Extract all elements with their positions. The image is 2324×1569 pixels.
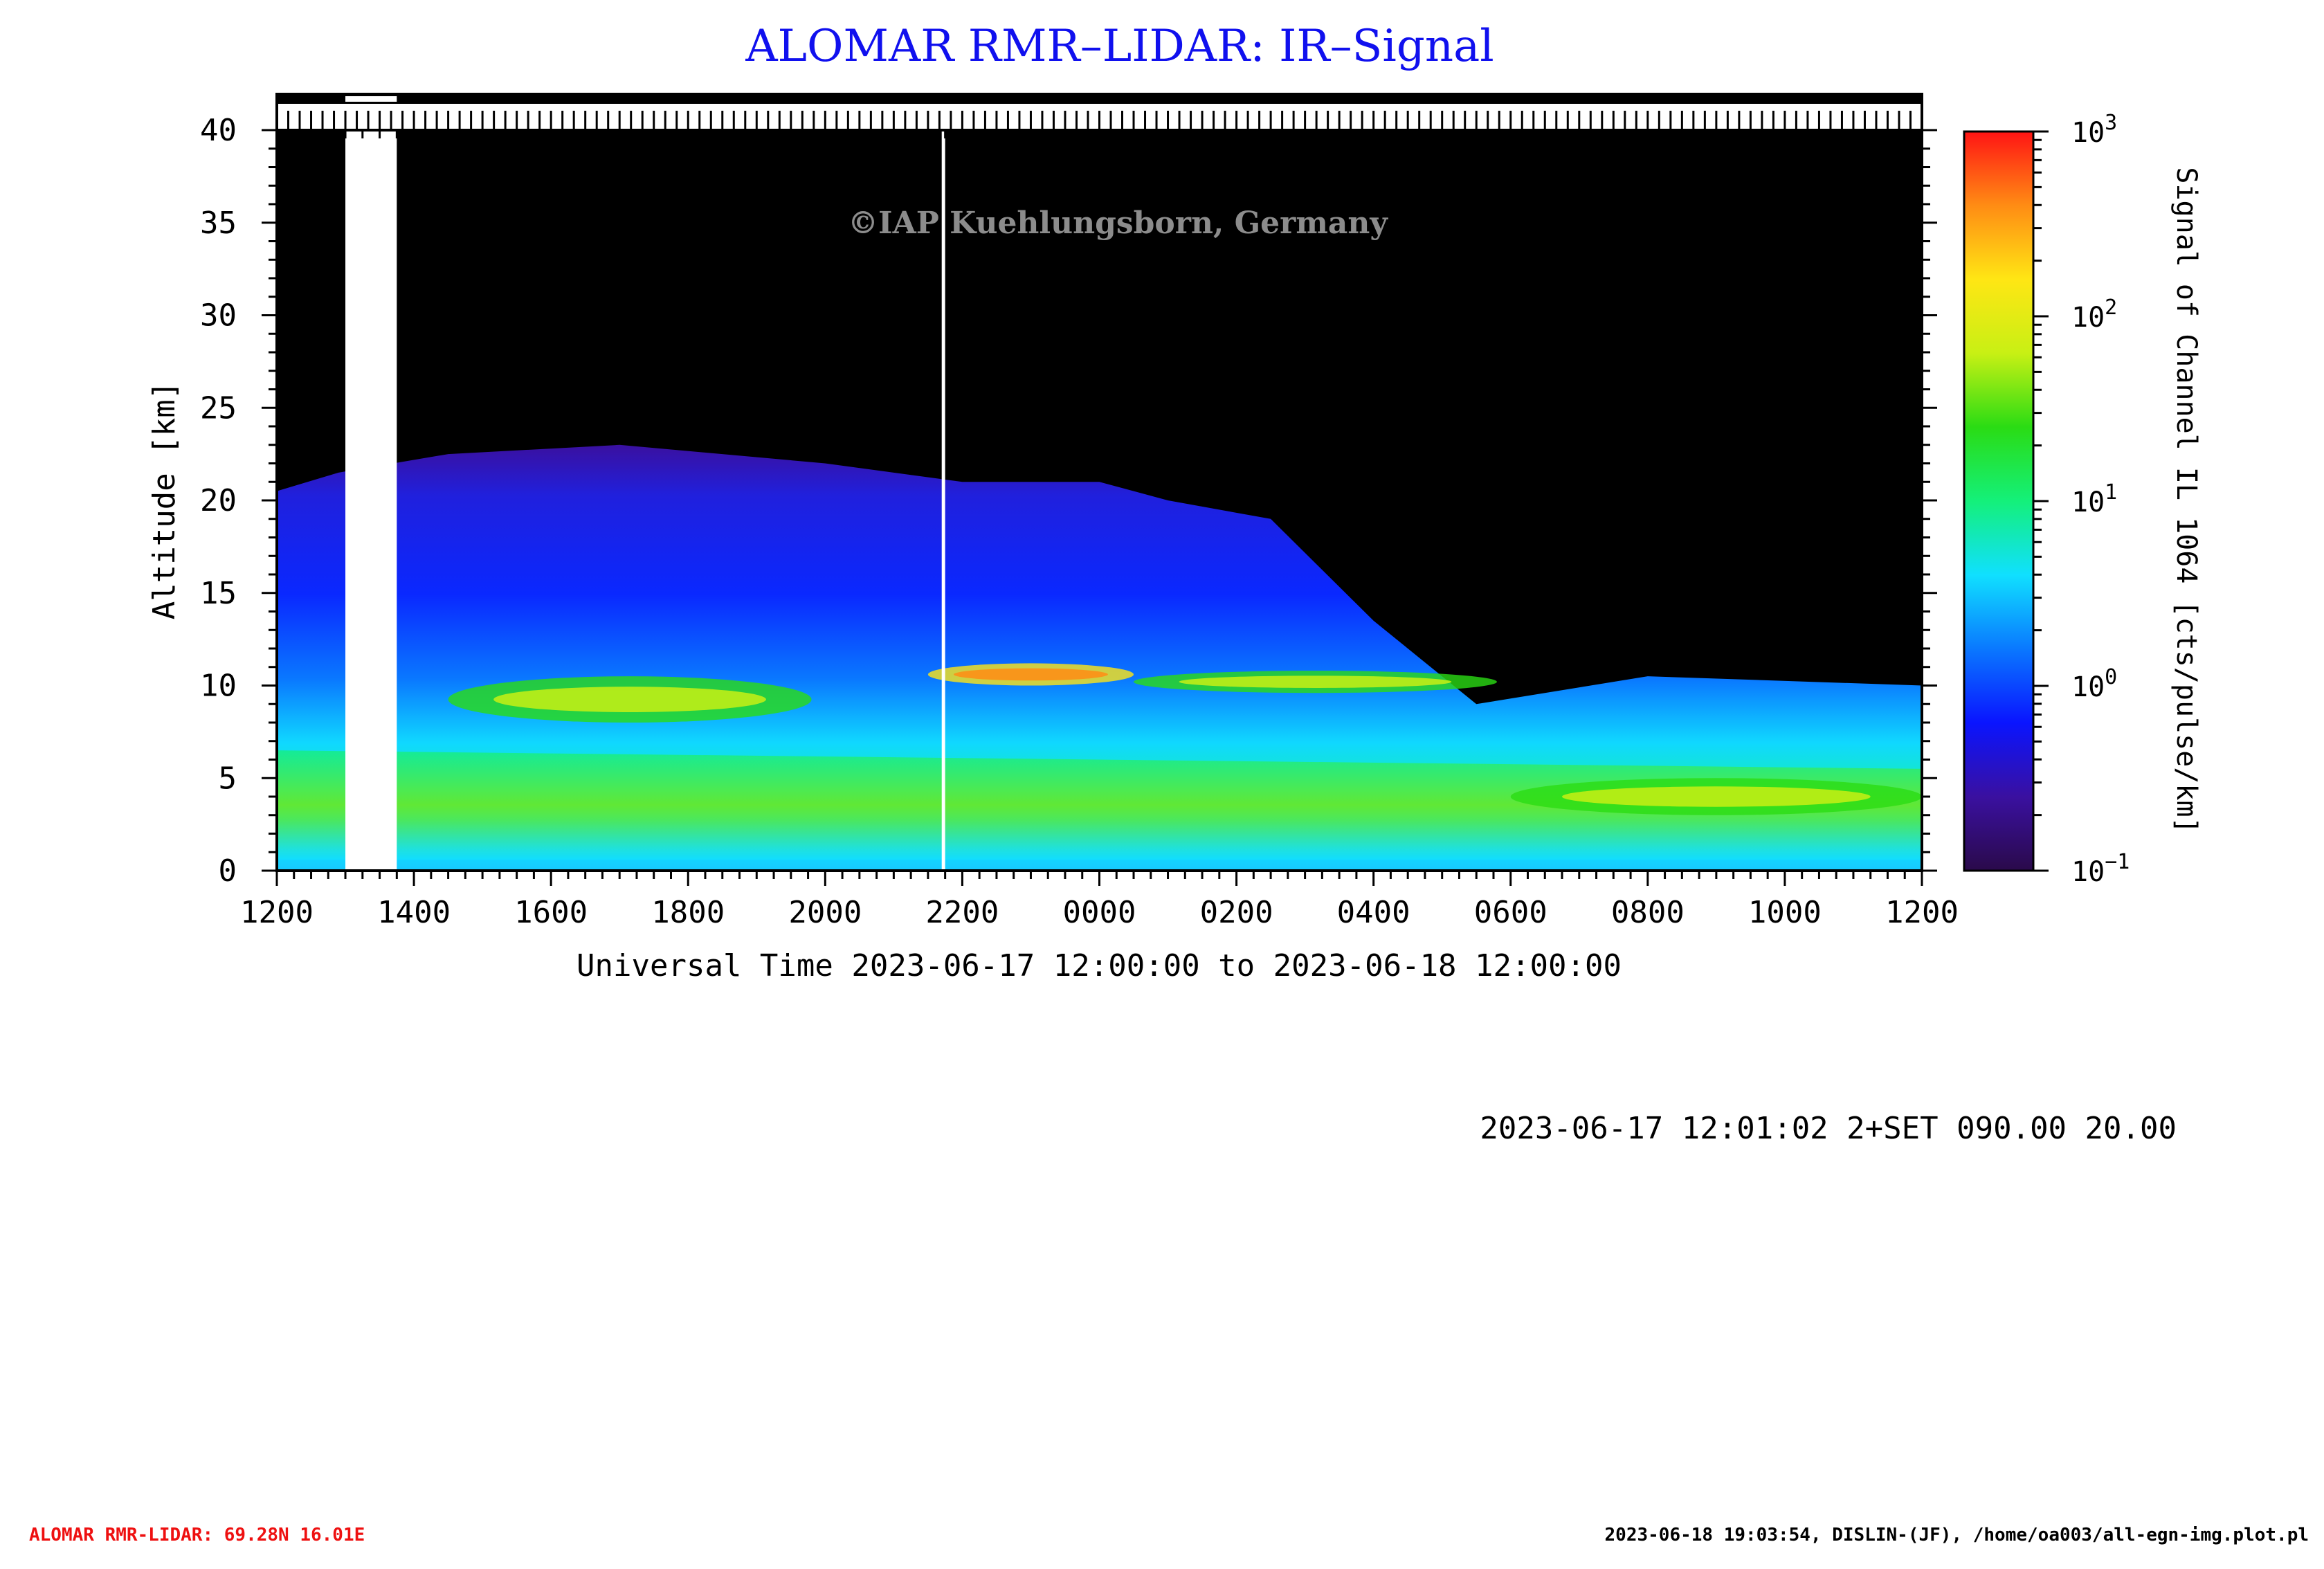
status-ticks bbox=[275, 111, 1912, 130]
y-tick-label: 5 bbox=[219, 761, 237, 796]
colorbar-tick-label: 10−1 bbox=[2071, 850, 2130, 888]
low-level-band bbox=[277, 750, 1922, 860]
x-tick-label: 2000 bbox=[788, 895, 862, 930]
colorbar-tick-base: 10 bbox=[2071, 487, 2105, 518]
colorbar-tick-exponent: 0 bbox=[2105, 665, 2117, 689]
data-gaps bbox=[345, 130, 945, 871]
y-tick-label: 35 bbox=[200, 206, 237, 241]
colorbar-label: Signal of Channel IL 1064 [cts/pulse/km] bbox=[2170, 167, 2202, 833]
x-axis: 1200 1400 1600 1800 2000 2200 0000 0200 0400 0600… bbox=[240, 130, 1959, 930]
colorbar-tick-base: 10 bbox=[2071, 117, 2105, 149]
colorbar-tick-exponent: 2 bbox=[2105, 296, 2117, 320]
footer-left: ALOMAR RMR-LIDAR: 69.28N 16.01E bbox=[29, 1525, 365, 1545]
x-tick-label: 2200 bbox=[925, 895, 999, 930]
y-tick-label: 30 bbox=[200, 298, 237, 334]
y-tick-label: 10 bbox=[200, 669, 237, 704]
info-line: 2023-06-17 12:01:02 2+SET 090.00 20.00 bbox=[1480, 1111, 2177, 1146]
plot-area bbox=[277, 130, 1922, 871]
y-axis: 0 5 10 15 20 25 30 35 40 bbox=[200, 113, 1937, 889]
y-tick-label: 20 bbox=[200, 483, 237, 518]
y-tick-label: 15 bbox=[200, 576, 237, 611]
colorbar-tick-base: 10 bbox=[2071, 302, 2105, 334]
footer-right: 2023-06-18 19:03:54, DISLIN-(JF), /home/… bbox=[1605, 1525, 2309, 1545]
x-tick-label: 0800 bbox=[1611, 895, 1685, 930]
x-tick-label: 0400 bbox=[1337, 895, 1410, 930]
x-tick-label: 1200 bbox=[1885, 895, 1959, 930]
x-tick-label: 1600 bbox=[514, 895, 588, 930]
feature-core-2 bbox=[1179, 675, 1452, 688]
data-gap-1 bbox=[941, 130, 945, 871]
y-axis-label: Altitude [km] bbox=[147, 381, 182, 619]
x-tick-label: 1000 bbox=[1748, 895, 1822, 930]
x-tick-label: 0000 bbox=[1063, 895, 1136, 930]
data-gap-0 bbox=[345, 130, 397, 871]
colorbar-tick-label: 100 bbox=[2071, 665, 2117, 703]
feature-core-0 bbox=[493, 687, 766, 712]
x-tick-label: 0600 bbox=[1474, 895, 1547, 930]
x-tick-label: 0200 bbox=[1200, 895, 1273, 930]
x-axis-label: Universal Time 2023-06-17 12:00:00 to 20… bbox=[577, 948, 1622, 983]
colorbar-tick-label: 101 bbox=[2071, 480, 2117, 518]
colorbar-tick-exponent: −1 bbox=[2105, 850, 2130, 874]
x-tick-label: 1800 bbox=[651, 895, 725, 930]
colorbar-tick-exponent: 1 bbox=[2105, 480, 2117, 505]
colorbar-tick-base: 10 bbox=[2071, 671, 2105, 703]
colorbar-tick-label: 103 bbox=[2071, 111, 2117, 149]
top-status-bar bbox=[275, 93, 1923, 131]
colorbar-tick-base: 10 bbox=[2071, 856, 2105, 888]
feature-core-1 bbox=[954, 668, 1108, 681]
features-layer bbox=[448, 663, 1922, 815]
colorbar-gradient bbox=[1964, 131, 2033, 871]
x-tick-label: 1400 bbox=[377, 895, 451, 930]
status-gap-marker bbox=[345, 96, 397, 102]
y-tick-label: 25 bbox=[200, 390, 237, 426]
y-tick-label: 0 bbox=[219, 853, 237, 889]
chart-title: ALOMAR RMR–LIDAR: IR–Signal bbox=[745, 21, 1494, 72]
watermark: ©IAP Kuehlungsborn, Germany bbox=[848, 206, 1388, 241]
colorbar-tick-exponent: 3 bbox=[2105, 111, 2117, 135]
y-tick-label: 40 bbox=[200, 113, 237, 148]
x-tick-label: 1200 bbox=[240, 895, 314, 930]
feature-core-3 bbox=[1562, 786, 1871, 807]
colorbar-tick-label: 102 bbox=[2071, 296, 2117, 334]
